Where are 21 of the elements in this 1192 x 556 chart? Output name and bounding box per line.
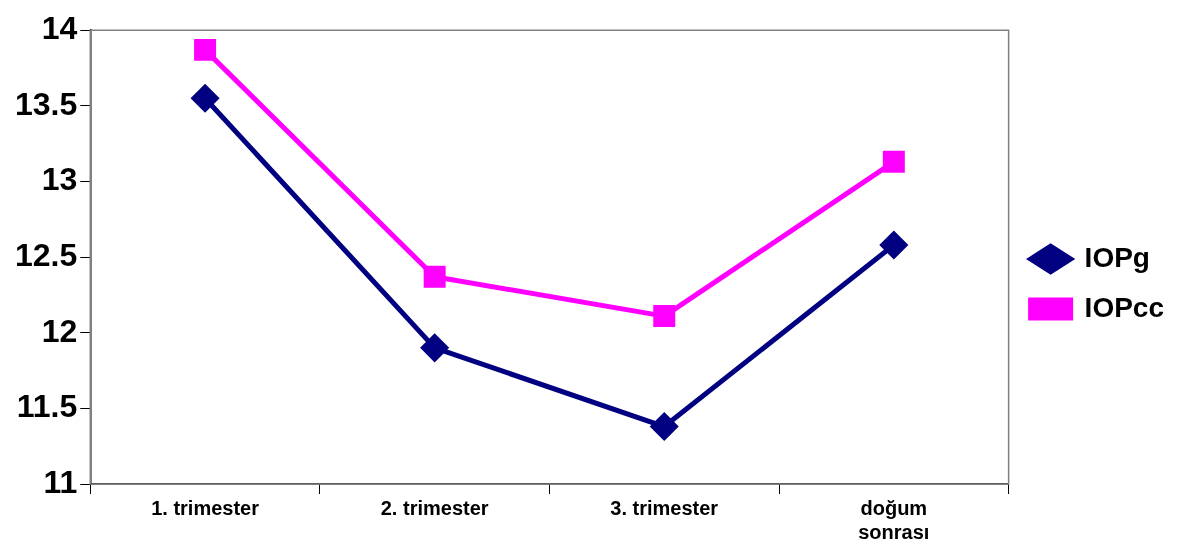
point: [191, 84, 219, 112]
point: [653, 305, 676, 328]
point: [882, 150, 905, 173]
point: [423, 265, 446, 288]
point: [194, 38, 217, 61]
x-tick-label: 1. trimester: [151, 496, 260, 519]
y-tick-label: 11.5: [16, 388, 78, 425]
y-tick-label: 12.5: [15, 236, 78, 273]
y-tick-label: 11: [43, 463, 78, 500]
y-tick-label: 13.5: [15, 85, 78, 122]
x-tick-label: 3. trimester: [610, 496, 719, 519]
point: [421, 334, 449, 362]
point: [650, 413, 678, 441]
point: [880, 231, 908, 259]
legend-label: IOPcc: [1084, 291, 1165, 323]
y-tick-label: 13: [41, 161, 78, 198]
y-tick-label: 14: [41, 10, 78, 47]
x-tick-label: 2. trimester: [380, 496, 489, 519]
y-tick-label: 12: [41, 312, 78, 349]
legend-label: IOPg: [1084, 241, 1150, 273]
x-tick-label: doğum sonrası: [858, 496, 930, 543]
